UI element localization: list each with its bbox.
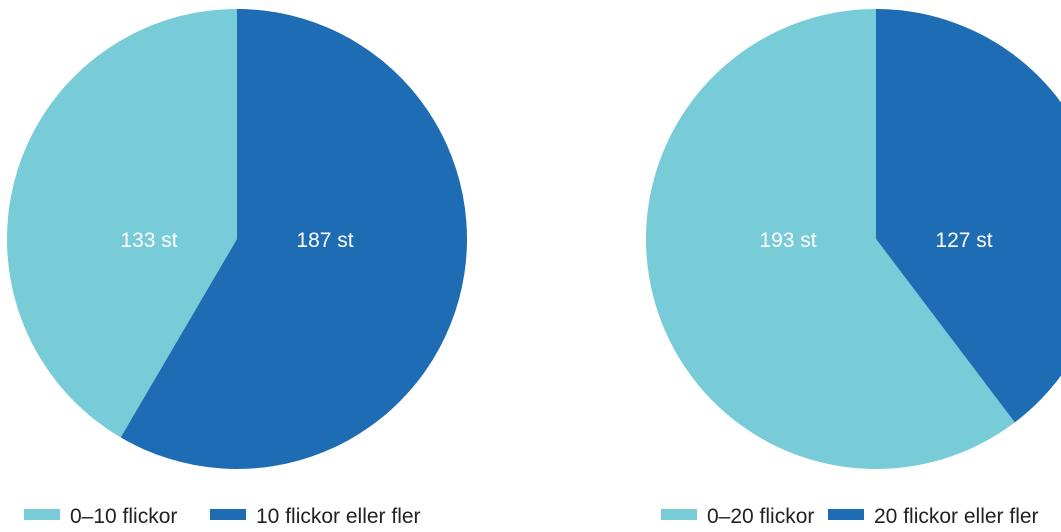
pie-slice-1-1 [876, 9, 1061, 423]
legend-label-1-1: 20 flickor eller fler [874, 505, 1039, 528]
slice-label-1-1: 127 st [935, 229, 992, 252]
legend-label-0-0: 0–10 flickor [70, 505, 177, 528]
pie-slice-0-1 [120, 9, 467, 469]
legend-label-1-0: 0–20 flickor [707, 505, 814, 528]
legend-swatch-1-0 [661, 509, 697, 520]
pie-slice-0-0 [6, 9, 237, 438]
slice-label-0-0: 133 st [120, 229, 177, 252]
legend-swatch-1-1 [828, 509, 864, 520]
pie-chart-girls-0-20: 193 st 127 st 0–20 flickor 20 flickor eller… [645, 9, 1061, 528]
legend-label-0-1: 10 flickor eller fler [256, 505, 421, 528]
pie-chart-girls-0-10: 133 st 187 st 0–10 flickor 10 flickor eller… [6, 9, 467, 528]
slice-label-0-1: 187 st [296, 229, 353, 252]
slice-label-1-0: 193 st [759, 229, 816, 252]
legend-swatch-0-0 [24, 509, 60, 520]
pie-slice-1-0 [645, 9, 1015, 470]
legend-swatch-0-1 [210, 509, 246, 520]
